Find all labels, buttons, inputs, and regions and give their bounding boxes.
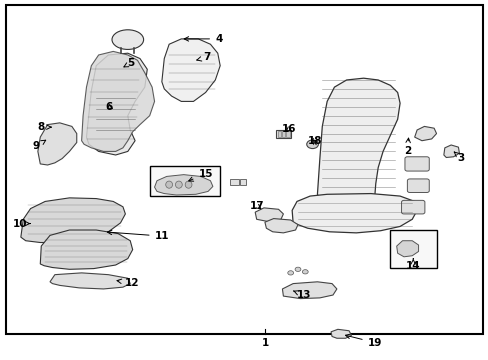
Text: 17: 17 — [249, 201, 264, 211]
Polygon shape — [21, 198, 125, 243]
Text: 7: 7 — [197, 53, 210, 63]
Polygon shape — [282, 282, 336, 298]
Polygon shape — [154, 175, 212, 195]
Text: 5: 5 — [123, 58, 135, 68]
Bar — [277, 131, 281, 137]
FancyBboxPatch shape — [407, 179, 428, 193]
Polygon shape — [317, 78, 399, 213]
Polygon shape — [50, 273, 130, 289]
Bar — [276, 130, 290, 138]
Bar — [240, 179, 245, 185]
Text: 2: 2 — [403, 138, 410, 157]
FancyBboxPatch shape — [404, 157, 428, 171]
Polygon shape — [396, 241, 418, 257]
Bar — [229, 179, 238, 185]
Text: 3: 3 — [453, 152, 464, 163]
Text: 1: 1 — [261, 338, 268, 347]
Circle shape — [287, 271, 293, 275]
Polygon shape — [443, 145, 458, 157]
Polygon shape — [255, 208, 283, 222]
FancyBboxPatch shape — [401, 201, 424, 214]
Text: 18: 18 — [307, 136, 322, 147]
Bar — [389, 230, 436, 267]
Text: 16: 16 — [282, 124, 296, 134]
Text: 12: 12 — [117, 278, 139, 288]
Bar — [282, 131, 285, 137]
Text: 14: 14 — [405, 259, 420, 271]
Polygon shape — [162, 39, 220, 102]
Bar — [286, 131, 289, 137]
Ellipse shape — [165, 181, 172, 188]
Text: 19: 19 — [345, 334, 381, 347]
Polygon shape — [291, 194, 416, 233]
Circle shape — [302, 270, 307, 274]
Polygon shape — [414, 126, 436, 141]
Ellipse shape — [175, 181, 182, 188]
Circle shape — [306, 140, 318, 149]
Ellipse shape — [185, 181, 192, 188]
Text: 15: 15 — [188, 168, 212, 181]
Polygon shape — [40, 230, 132, 269]
Text: 13: 13 — [293, 290, 310, 300]
Text: 11: 11 — [107, 230, 169, 241]
Text: 4: 4 — [184, 34, 222, 44]
Bar — [149, 166, 220, 196]
Polygon shape — [81, 51, 154, 152]
Polygon shape — [330, 329, 351, 338]
Text: 9: 9 — [33, 140, 45, 151]
Polygon shape — [38, 123, 77, 165]
Circle shape — [294, 267, 300, 271]
Text: 6: 6 — [105, 102, 113, 112]
Polygon shape — [86, 53, 147, 155]
Text: 8: 8 — [38, 122, 51, 132]
Polygon shape — [264, 219, 297, 233]
Ellipse shape — [112, 30, 143, 49]
Text: 10: 10 — [13, 219, 30, 229]
